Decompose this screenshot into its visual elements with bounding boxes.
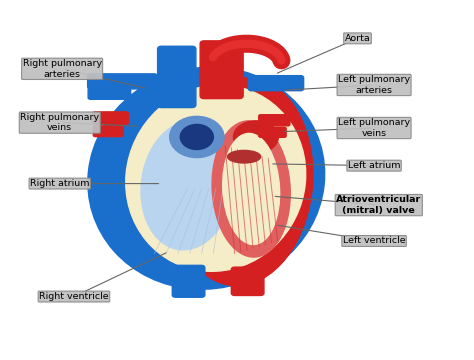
Text: Atrioventricular
(mitral) valve: Atrioventricular (mitral) valve (336, 195, 421, 215)
Ellipse shape (180, 125, 213, 149)
Ellipse shape (141, 121, 234, 250)
FancyBboxPatch shape (259, 115, 290, 126)
Text: Left atrium: Left atrium (348, 161, 401, 170)
Ellipse shape (171, 78, 313, 286)
Text: Right pulmonary
arteries: Right pulmonary arteries (23, 59, 102, 78)
Text: Right ventricle: Right ventricle (39, 292, 109, 301)
Text: Left pulmonary
arteries: Left pulmonary arteries (338, 75, 410, 95)
FancyBboxPatch shape (88, 74, 157, 89)
FancyBboxPatch shape (231, 267, 264, 296)
Ellipse shape (223, 134, 280, 244)
Ellipse shape (212, 121, 290, 257)
Ellipse shape (234, 121, 278, 153)
Text: Right atrium: Right atrium (30, 179, 90, 188)
Ellipse shape (228, 150, 261, 163)
FancyBboxPatch shape (172, 265, 205, 297)
FancyBboxPatch shape (157, 46, 196, 108)
Ellipse shape (170, 116, 224, 158)
Text: Left ventricle: Left ventricle (343, 237, 405, 246)
FancyBboxPatch shape (93, 126, 123, 136)
Text: Right pulmonary
veins: Right pulmonary veins (20, 113, 100, 132)
Text: Left pulmonary
veins: Left pulmonary veins (338, 118, 410, 138)
Text: Aorta: Aorta (345, 34, 370, 43)
FancyBboxPatch shape (93, 112, 128, 125)
FancyBboxPatch shape (200, 41, 243, 99)
FancyBboxPatch shape (88, 88, 131, 99)
FancyBboxPatch shape (259, 127, 286, 137)
Ellipse shape (126, 85, 306, 271)
FancyBboxPatch shape (248, 76, 304, 91)
Ellipse shape (88, 67, 325, 289)
